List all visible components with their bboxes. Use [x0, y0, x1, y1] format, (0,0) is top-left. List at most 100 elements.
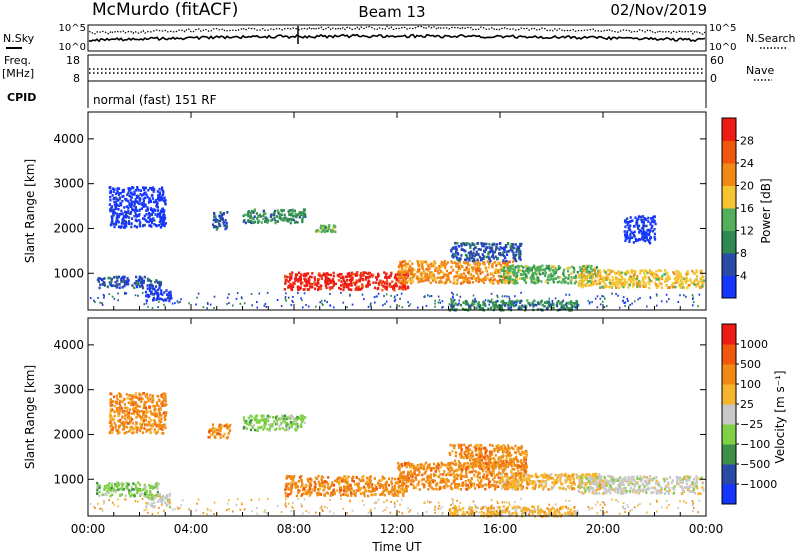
- power-cell: [347, 274, 350, 277]
- power-cell: [648, 233, 651, 237]
- power-cell: [599, 277, 602, 280]
- velocity-cell: [374, 487, 377, 491]
- power-cell: [115, 286, 119, 289]
- velocity-cell: [523, 463, 526, 467]
- power-cell: [642, 220, 645, 224]
- velocity-cell: [358, 487, 361, 491]
- power-cell: [550, 277, 553, 281]
- cpid-value: normal (fast) 151 RF: [93, 93, 217, 107]
- power-cell: [250, 221, 253, 225]
- power-cell: [543, 305, 545, 308]
- power-cell: [146, 220, 149, 223]
- power-cell: [412, 275, 415, 279]
- power-cell: [242, 220, 245, 223]
- power-cell: [505, 302, 508, 305]
- power-cell: [638, 231, 641, 234]
- power-cell: [258, 292, 261, 295]
- velocity-cell: [509, 460, 512, 463]
- velocity-cell: [309, 477, 312, 480]
- velocity-cell: [419, 463, 422, 466]
- power-cell: [510, 303, 513, 307]
- velocity-cell: [119, 487, 122, 491]
- power-cell: [124, 211, 127, 214]
- power-cell: [424, 278, 427, 282]
- power-cell: [270, 213, 273, 217]
- power-cell: [163, 209, 166, 212]
- power-cell: [539, 267, 542, 270]
- power-cell: [664, 277, 668, 280]
- power-cell: [398, 265, 402, 268]
- power-cell: [367, 279, 370, 283]
- power-cell: [394, 298, 397, 301]
- power-cell: [531, 277, 535, 281]
- velocity-cell: [524, 471, 528, 475]
- power-cell: [290, 286, 294, 289]
- velocity-cell: [467, 467, 470, 470]
- power-cell: [648, 282, 651, 286]
- power-cell: [672, 282, 675, 285]
- velocity-cell: [494, 474, 497, 478]
- power-cell: [552, 278, 555, 281]
- velocity-cell: [432, 462, 436, 466]
- power-cell: [146, 206, 149, 209]
- velocity-cell: [481, 478, 484, 481]
- power-cell: [496, 300, 499, 303]
- velocity-cell: [556, 479, 559, 483]
- power-cell: [632, 241, 635, 244]
- power-cell: [394, 282, 397, 286]
- power-cell: [212, 225, 216, 229]
- velocity-cell: [484, 483, 487, 486]
- velocity-cell: [285, 417, 288, 421]
- velocity-cell: [375, 487, 378, 491]
- power-cell: [493, 243, 496, 246]
- power-cell: [495, 245, 498, 249]
- velocity-cell: [531, 480, 535, 483]
- power-cell: [254, 220, 257, 224]
- velocity-cell: [434, 470, 437, 473]
- power-cell: [447, 278, 451, 281]
- power-cell: [435, 266, 438, 270]
- velocity-cell: [147, 496, 150, 499]
- power-cell: [137, 214, 140, 217]
- power-cell: [135, 225, 139, 229]
- velocity-cell: [153, 497, 156, 500]
- power-cell: [242, 214, 245, 218]
- power-cell: [403, 286, 407, 289]
- power-cell: [125, 279, 128, 283]
- power-cell: [525, 275, 528, 278]
- velocity-cell: [397, 482, 400, 486]
- power-cell: [222, 212, 225, 216]
- velocity-cell: [508, 481, 511, 484]
- velocity-cell: [520, 459, 523, 462]
- power-cell: [539, 272, 542, 276]
- velocity-cell: [567, 485, 570, 488]
- power-cell: [115, 216, 118, 220]
- power-cell: [534, 269, 537, 272]
- power-cell: [660, 282, 663, 286]
- power-cell: [389, 274, 392, 278]
- power-cell: [211, 223, 215, 226]
- velocity-cell: [412, 484, 415, 487]
- velocity-cell: [314, 476, 317, 480]
- power-cell: [406, 262, 410, 266]
- velocity-cell: [394, 477, 397, 481]
- power-cell: [355, 281, 358, 285]
- power-cell: [164, 216, 167, 220]
- velocity-cell: [408, 472, 411, 475]
- power-cell: [508, 300, 511, 303]
- velocity-cell: [96, 481, 99, 485]
- power-cell: [632, 269, 635, 273]
- velocity-cell: [502, 469, 505, 472]
- power-cell: [151, 287, 154, 291]
- velocity-cell: [405, 480, 408, 484]
- velocity-cell: [154, 495, 157, 499]
- velocity-cell: [294, 422, 297, 426]
- velocity-cell: [219, 436, 222, 439]
- velocity-cell: [342, 493, 345, 496]
- power-cell: [694, 283, 697, 287]
- power-cell: [455, 308, 458, 311]
- power-cell: [339, 276, 343, 280]
- velocity-cell: [421, 467, 424, 470]
- velocity-cell: [289, 421, 292, 424]
- velocity-cell: [291, 416, 294, 419]
